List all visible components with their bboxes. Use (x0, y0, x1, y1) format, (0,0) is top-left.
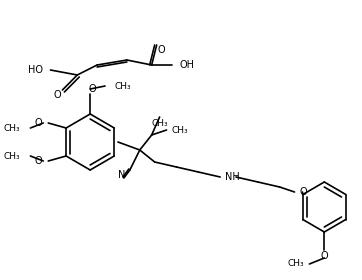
Text: O: O (34, 156, 42, 166)
Text: CH₃: CH₃ (288, 260, 304, 269)
Text: NH: NH (225, 172, 240, 182)
Text: CH₃: CH₃ (4, 123, 21, 132)
Text: O: O (320, 251, 328, 261)
Text: CH₃: CH₃ (115, 81, 132, 90)
Text: O: O (158, 45, 165, 55)
Text: O: O (88, 84, 96, 94)
Text: CH₃: CH₃ (4, 151, 21, 160)
Text: O: O (299, 187, 307, 197)
Text: CH₃: CH₃ (172, 125, 188, 134)
Text: O: O (34, 118, 42, 128)
Text: OH: OH (180, 60, 194, 70)
Text: HO: HO (28, 65, 43, 75)
Text: O: O (54, 90, 61, 100)
Text: CH₃: CH₃ (151, 118, 168, 127)
Text: N: N (118, 170, 126, 180)
